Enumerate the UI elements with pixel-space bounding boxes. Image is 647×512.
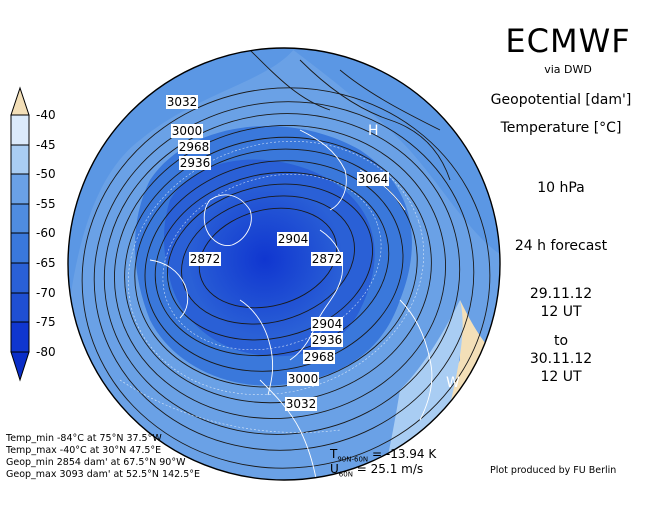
west-marker: W — [446, 375, 460, 391]
variable-geopotential: Geopotential [dam'] — [490, 92, 632, 108]
contour-label: 2936 — [179, 156, 211, 170]
colorbar-label: -45 — [36, 138, 56, 152]
svg-text:2872: 2872 — [312, 252, 343, 266]
svg-text:2872: 2872 — [190, 252, 221, 266]
contour-label: 2904 — [311, 317, 343, 331]
contour-label: 3032 — [166, 95, 198, 109]
variable-temperature: Temperature [°C] — [500, 120, 622, 136]
svg-text:3032: 3032 — [167, 95, 198, 109]
forecast-range: 24 h forecast — [514, 238, 608, 254]
temperature-field — [68, 48, 500, 480]
contour-label: 2872 — [189, 252, 221, 266]
svg-text:2936: 2936 — [312, 333, 343, 347]
svg-text:3000: 3000 — [288, 372, 319, 386]
colorbar-label: -40 — [36, 108, 56, 122]
valid-time: 12 UT — [540, 369, 582, 385]
colorbar-label: -70 — [36, 286, 56, 300]
svg-text:2904: 2904 — [278, 232, 309, 246]
high-pressure-marker: H — [368, 123, 379, 139]
to-label: to — [553, 333, 569, 349]
svg-text:2968: 2968 — [304, 350, 335, 364]
temp-max-stat: Temp_max -40°C at 30°N 47.5°E — [6, 445, 162, 456]
contour-labels: 3032 3000 2968 2936 3064 2904 2872 2872 — [166, 95, 389, 411]
pressure-level: 10 hPa — [537, 180, 585, 196]
contour-label: 3000 — [171, 124, 203, 138]
valid-date: 30.11.12 — [529, 351, 593, 367]
contour-label: 3032 — [285, 397, 317, 411]
colorbar — [10, 86, 30, 382]
contour-label: 3000 — [287, 372, 319, 386]
svg-text:2968: 2968 — [179, 140, 210, 154]
colorbar-label: -50 — [36, 167, 56, 181]
colorbar-label: -60 — [36, 226, 56, 240]
start-time: 12 UT — [540, 304, 582, 320]
svg-text:3032: 3032 — [286, 397, 317, 411]
colorbar-label: -65 — [36, 256, 56, 270]
colorbar-label: -55 — [36, 197, 56, 211]
map-border — [67, 47, 501, 481]
svg-text:3064: 3064 — [358, 172, 389, 186]
contour-label: 2936 — [311, 333, 343, 347]
page-title: ECMWF — [505, 22, 631, 60]
svg-text:3000: 3000 — [172, 124, 203, 138]
contour-label: 2968 — [303, 350, 335, 364]
svg-text:2936: 2936 — [180, 156, 211, 170]
contour-label: 2904 — [277, 232, 309, 246]
geop-max-stat: Geop_max 3093 dam' at 52.5°N 142.5°E — [6, 469, 200, 480]
colorbar-label: -75 — [36, 315, 56, 329]
contour-label: 2968 — [178, 140, 210, 154]
contour-label: 3064 — [357, 172, 389, 186]
geopotential-contours — [81, 49, 491, 469]
credit-line: Plot produced by FU Berlin — [490, 465, 617, 476]
source-subtitle: via DWD — [544, 63, 592, 76]
coastlines — [149, 129, 433, 480]
zonal-wind-index: U60N = 25.1 m/s — [330, 462, 424, 479]
svg-text:2904: 2904 — [312, 317, 343, 331]
temp-min-stat: Temp_min -84°C at 75°N 37.5°W — [6, 433, 162, 444]
polar-temperature-index: T90N-60N = -13.94 K — [330, 447, 437, 464]
contour-label: 2872 — [311, 252, 343, 266]
geop-min-stat: Geop_min 2854 dam' at 67.5°N 90°W — [6, 457, 186, 468]
start-date: 29.11.12 — [529, 286, 593, 302]
colorbar-label: -80 — [36, 345, 56, 359]
